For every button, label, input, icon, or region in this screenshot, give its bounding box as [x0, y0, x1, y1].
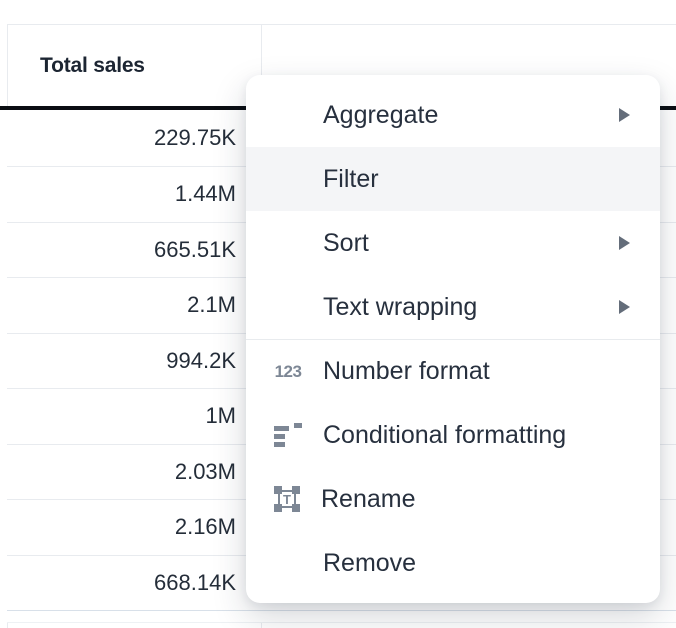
menu-item-label: Remove	[323, 548, 417, 577]
table-cell-value: 1.44M	[174, 181, 236, 207]
icon-slot	[274, 294, 302, 320]
table-cell-value: 668.14K	[154, 569, 236, 595]
menu-item-label: Conditional formatting	[323, 420, 567, 449]
rename-icon	[274, 486, 300, 512]
menu-item[interactable]: Remove	[246, 531, 660, 595]
menu-item-label: Number format	[323, 357, 490, 385]
table-cell-value: 1M	[205, 403, 236, 429]
submenu-arrow-icon	[619, 236, 630, 250]
table-top-border	[7, 24, 676, 25]
table-row-partial[interactable]	[7, 611, 676, 623]
menu-item-label: Filter	[323, 164, 379, 193]
table-cell-value: 2.16M	[174, 514, 236, 540]
icon-slot	[274, 102, 302, 128]
menu-item-label: Sort	[323, 228, 369, 257]
menu-item[interactable]: Number format	[246, 339, 660, 403]
table-cell-value: 665.51K	[154, 236, 236, 262]
menu-item-label: Aggregate	[323, 100, 439, 129]
table-cell-value: 2.03M	[174, 458, 236, 484]
menu-item-label: Text wrapping	[323, 292, 478, 321]
menu-item[interactable]: Rename	[246, 467, 660, 531]
submenu-arrow-icon	[619, 108, 630, 122]
number-format-icon	[274, 359, 302, 385]
column-context-menu: Aggregate Filter Sort Text wrapping Numb…	[246, 75, 660, 603]
icon-slot	[274, 166, 302, 192]
column-header-total-sales[interactable]: Total sales	[8, 25, 261, 106]
table-cell-value: 2.1M	[187, 292, 236, 318]
table-cell-value: 229.75K	[154, 125, 236, 150]
table-cell-value: 994.2K	[166, 347, 236, 373]
icon-slot	[274, 550, 302, 576]
icon-slot	[274, 230, 302, 256]
column-header-label: Total sales	[40, 53, 145, 77]
submenu-arrow-icon	[619, 300, 630, 314]
menu-item[interactable]: Filter	[246, 147, 660, 211]
menu-item[interactable]: Aggregate	[246, 83, 660, 147]
menu-item[interactable]: Conditional formatting	[246, 403, 660, 467]
conditional-formatting-icon	[274, 422, 302, 448]
menu-item[interactable]: Text wrapping	[246, 275, 660, 339]
menu-item[interactable]: Sort	[246, 211, 660, 275]
menu-item-label: Rename	[321, 484, 416, 513]
